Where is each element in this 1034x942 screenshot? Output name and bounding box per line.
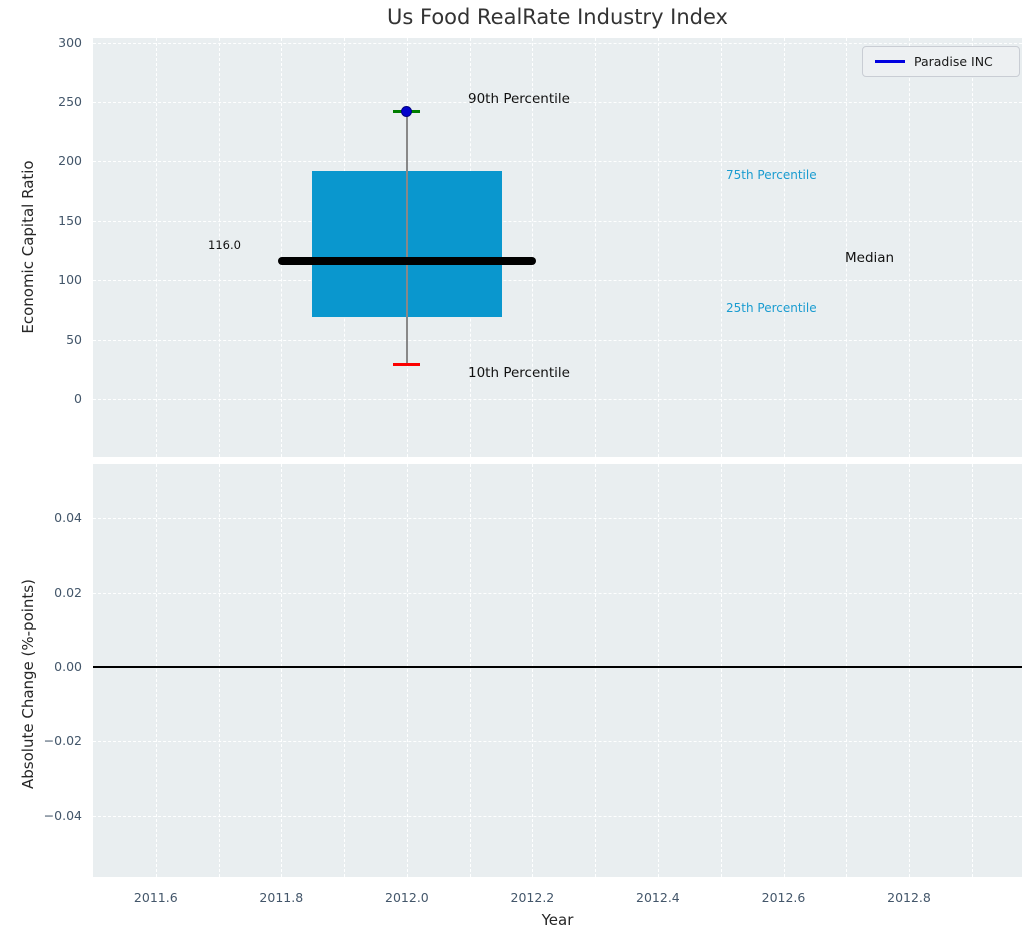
y-gridline [93,220,1022,222]
ylabel-economic-capital-ratio: Economic Capital Ratio [19,160,37,334]
legend: Paradise INC [862,46,1020,77]
x-gridline [344,464,346,877]
x-gridline [720,38,722,457]
x-gridline [909,38,910,457]
x-gridline [155,464,157,877]
x-gridline [532,38,534,457]
x-gridline [218,464,220,877]
top-axes [93,38,1022,457]
y-gridline [93,280,1022,282]
zero-line [93,665,1022,668]
x-tick-label: 2012.8 [887,890,931,905]
legend-line-sample [875,60,905,63]
p90-label: 90th Percentile [468,91,570,108]
x-gridline [595,464,597,877]
y-tick-label: 50 [66,331,82,347]
y-gridline [93,102,1022,103]
whisker-line [405,111,408,365]
x-gridline [720,464,722,877]
x-gridline [783,464,785,877]
y-gridline [93,42,1022,44]
xlabel-year: Year [541,911,574,929]
x-gridline [657,464,659,877]
y-gridline [93,339,1022,341]
median-label: Median [845,250,895,267]
x-gridline [595,38,597,457]
legend-label: Paradise INC [914,54,993,69]
x-tick-label: 2011.6 [133,890,178,905]
y-gridline [93,592,1022,594]
chart-title: Us Food RealRate Industry Index [387,5,728,29]
y-tick-label: −0.04 [43,807,82,823]
p90-marker [401,106,413,118]
y-tick-label: 200 [58,153,82,169]
x-gridline [281,464,283,877]
p10-cap [393,363,421,367]
x-gridline [783,38,785,457]
y-tick-label: 0.00 [54,659,82,674]
x-tick-label: 2012.6 [761,890,806,905]
x-gridline [218,38,220,457]
x-gridline [469,464,471,877]
y-tick-label: 0 [74,391,82,406]
x-gridline [532,464,534,877]
y-tick-label: 100 [58,272,82,288]
median-line [277,257,537,266]
x-gridline [406,464,408,877]
x-gridline [971,464,973,877]
y-tick-label: 150 [58,212,82,228]
y-gridline [93,399,1022,400]
x-tick-label: 2011.8 [259,890,304,905]
ylabel-absolute-change: Absolute Change (%-points) [19,579,37,789]
bottom-axes [93,464,1022,877]
x-gridline [909,464,910,877]
p10-label: 10th Percentile [468,365,570,382]
x-gridline [155,38,157,457]
x-tick-label: 2012.4 [636,890,680,905]
median-value-label: 116.0 [208,237,241,252]
y-tick-label: 250 [58,94,82,109]
x-gridline [281,38,283,457]
y-tick-label: 0.04 [54,510,82,525]
y-tick-label: 0.02 [54,584,82,600]
y-tick-label: −0.02 [43,733,82,749]
y-gridline [93,161,1022,163]
p75-label: 75th Percentile [726,168,817,183]
x-tick-label: 2012.0 [385,890,429,905]
y-gridline [93,518,1022,519]
x-gridline [657,38,659,457]
y-gridline [93,741,1022,743]
p25-label: 25th Percentile [726,301,817,316]
x-gridline [846,464,848,877]
y-gridline [93,815,1022,817]
x-tick-label: 2012.2 [510,890,555,905]
x-gridline [971,38,973,457]
y-tick-label: 300 [58,34,82,50]
x-gridline [846,38,848,457]
